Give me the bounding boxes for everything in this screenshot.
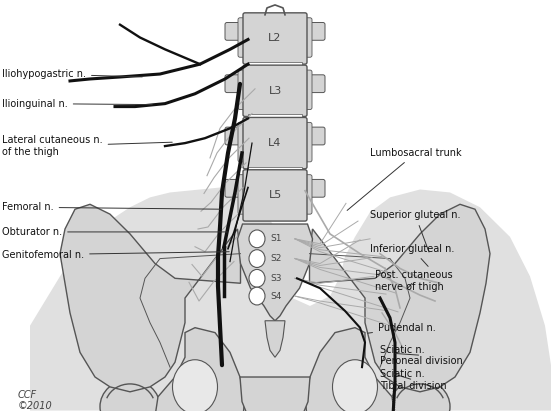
Text: Superior gluteal n.: Superior gluteal n.	[370, 210, 461, 252]
FancyBboxPatch shape	[300, 175, 312, 214]
Ellipse shape	[249, 230, 265, 248]
Text: S3: S3	[270, 274, 282, 283]
Ellipse shape	[332, 360, 377, 414]
Text: Femoral n.: Femoral n.	[2, 202, 221, 212]
Text: Lumbosacral trunk: Lumbosacral trunk	[347, 148, 462, 210]
FancyBboxPatch shape	[300, 18, 312, 57]
Polygon shape	[60, 204, 240, 392]
FancyBboxPatch shape	[243, 65, 307, 116]
Text: S4: S4	[270, 292, 282, 301]
Ellipse shape	[249, 287, 265, 305]
FancyBboxPatch shape	[300, 70, 312, 109]
Polygon shape	[30, 188, 551, 411]
FancyBboxPatch shape	[238, 70, 250, 109]
Text: L4: L4	[268, 138, 282, 148]
FancyBboxPatch shape	[300, 122, 312, 162]
Bar	[248, 167, 302, 172]
FancyBboxPatch shape	[225, 75, 247, 93]
FancyBboxPatch shape	[238, 175, 250, 214]
FancyBboxPatch shape	[243, 13, 307, 64]
FancyBboxPatch shape	[225, 22, 247, 40]
FancyBboxPatch shape	[225, 179, 247, 197]
Text: Genitofemoral n.: Genitofemoral n.	[2, 250, 229, 260]
FancyBboxPatch shape	[225, 127, 247, 145]
Text: Sciatic n.
Tibial division: Sciatic n. Tibial division	[380, 369, 447, 391]
Text: Iliohypogastric n.: Iliohypogastric n.	[2, 69, 142, 79]
Polygon shape	[240, 377, 310, 416]
Ellipse shape	[249, 270, 265, 287]
Text: Post. cutaneous
nerve of thigh: Post. cutaneous nerve of thigh	[375, 270, 452, 292]
Polygon shape	[305, 328, 395, 416]
Text: S1: S1	[270, 234, 282, 243]
Polygon shape	[155, 328, 245, 416]
Text: Ilioinguinal n.: Ilioinguinal n.	[2, 99, 152, 109]
Ellipse shape	[172, 360, 218, 414]
Polygon shape	[310, 204, 490, 392]
Polygon shape	[237, 224, 312, 321]
FancyBboxPatch shape	[238, 122, 250, 162]
Text: Pudendal n.: Pudendal n.	[368, 323, 436, 333]
FancyBboxPatch shape	[303, 179, 325, 197]
Text: Inferior gluteal n.: Inferior gluteal n.	[370, 244, 455, 266]
Polygon shape	[265, 321, 285, 357]
Text: Lateral cutaneous n.
of the thigh: Lateral cutaneous n. of the thigh	[2, 135, 172, 157]
Text: L2: L2	[268, 34, 282, 44]
Text: Obturator n.: Obturator n.	[2, 227, 227, 237]
FancyBboxPatch shape	[303, 22, 325, 40]
FancyBboxPatch shape	[243, 117, 307, 169]
Text: L3: L3	[268, 86, 282, 96]
FancyBboxPatch shape	[238, 18, 250, 57]
Ellipse shape	[249, 250, 265, 267]
FancyBboxPatch shape	[243, 170, 307, 221]
Text: Sciatic n.
Peroneal division: Sciatic n. Peroneal division	[380, 344, 463, 366]
FancyBboxPatch shape	[303, 75, 325, 93]
Text: CCF
©2010: CCF ©2010	[18, 390, 53, 411]
Ellipse shape	[100, 379, 160, 416]
Text: S2: S2	[270, 254, 282, 263]
Bar	[248, 114, 302, 119]
FancyBboxPatch shape	[303, 127, 325, 145]
Text: L5: L5	[268, 191, 282, 201]
Ellipse shape	[390, 379, 450, 416]
Bar	[248, 62, 302, 67]
